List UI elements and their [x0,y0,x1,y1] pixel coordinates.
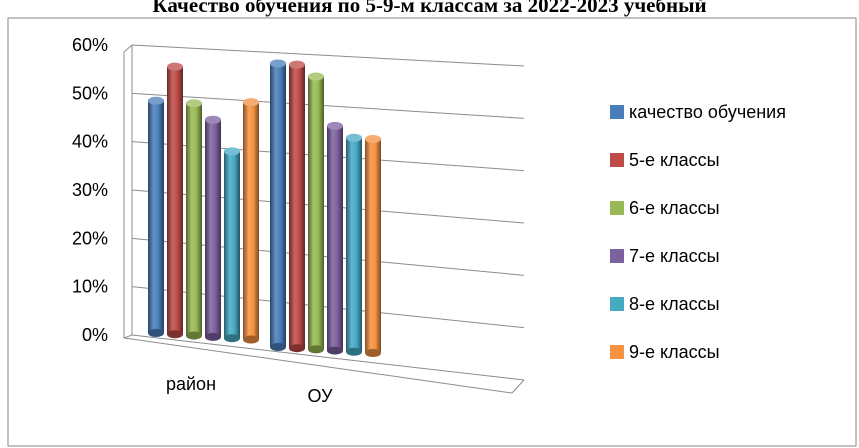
x-category-label: район [166,374,216,394]
legend-item: качество обучения [610,102,786,122]
bar [167,62,183,339]
legend-label: 7-е классы [629,246,720,266]
legend-item: 8-е классы [610,294,720,314]
legend-swatch [610,297,624,311]
legend: качество обучения 5-е классы 6-е классы 7-е… [610,102,786,362]
bar [224,147,240,343]
bar [205,115,221,341]
gridline [131,334,525,381]
axis-edge [123,337,513,394]
bar [346,133,362,356]
legend-label: 8-е классы [629,294,720,314]
bar [270,59,286,351]
bar [186,99,202,340]
axis-edge [123,334,133,339]
chart-border [7,17,857,447]
bar [327,121,343,355]
y-axis-ticks: 0% 10% 20% 30% 40% 50% 60% [72,35,108,345]
y-tick-label: 0% [82,325,108,345]
y-tick-label: 50% [72,83,108,103]
legend-item: 9-е классы [610,342,720,362]
legend-item: 6-е классы [610,198,720,218]
legend-label: 9-е классы [629,342,720,362]
chart-title: Качество обучения по 5-9-м классам за 20… [152,0,707,17]
y-tick-label: 40% [72,132,108,152]
bar [289,60,305,353]
bars [148,59,381,357]
gridline [131,92,525,119]
legend-swatch [610,153,624,167]
gridline [131,44,525,67]
axis-edge [123,44,133,53]
bar [308,72,324,354]
x-category-label: ОУ [307,386,333,406]
legend-swatch [610,345,624,359]
legend-swatch [610,201,624,215]
legend-item: 7-е классы [610,246,720,266]
y-tick-label: 60% [72,35,108,55]
legend-swatch [610,249,624,263]
legend-label: 6-е классы [629,198,720,218]
legend-label: качество обучения [629,102,786,122]
legend-label: 5-е классы [629,150,720,170]
y-tick-label: 20% [72,228,108,248]
legend-swatch [610,105,624,119]
bar [365,135,381,357]
y-tick-label: 10% [72,277,108,297]
bar [243,98,259,344]
legend-item: 5-е классы [610,150,720,170]
bar [148,96,164,337]
axis-edge [511,379,525,394]
x-axis-categories: район ОУ [166,374,333,406]
y-tick-label: 30% [72,180,108,200]
